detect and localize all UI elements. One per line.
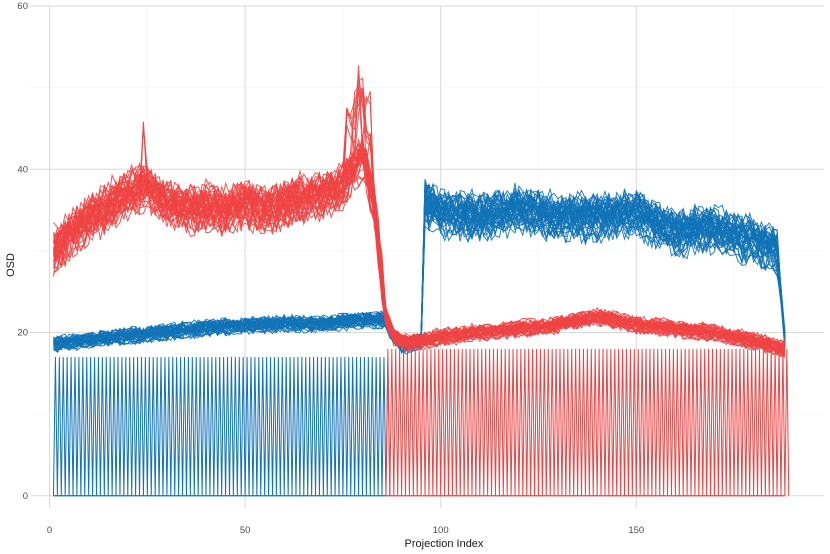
series-line [53,150,786,352]
y-tick-labels: 0 20 40 60 [17,1,28,502]
zero-bar-spikes [385,348,790,496]
y-tick-label: 0 [23,491,28,502]
series-line [53,175,785,355]
x-tick-label: 100 [433,525,449,536]
x-tick-label: 150 [628,525,644,536]
series-red [53,65,786,358]
x-axis-title: Projection Index [405,538,484,550]
y-tick-label: 40 [17,164,28,175]
y-tick-label: 60 [17,1,28,12]
x-tick-label: 0 [47,525,52,536]
zero-bar-spikes [52,356,391,496]
x-tick-label: 50 [240,525,251,536]
series-line [53,157,786,355]
x-tick-labels: 0 50 100 150 [47,525,644,536]
y-tick-label: 20 [17,328,28,339]
series-line [53,141,786,344]
grid-minor [30,6,824,508]
y-axis-title: OSD [5,253,17,277]
series-line [53,142,786,352]
series-line [53,176,786,357]
zero-bars [52,348,790,497]
